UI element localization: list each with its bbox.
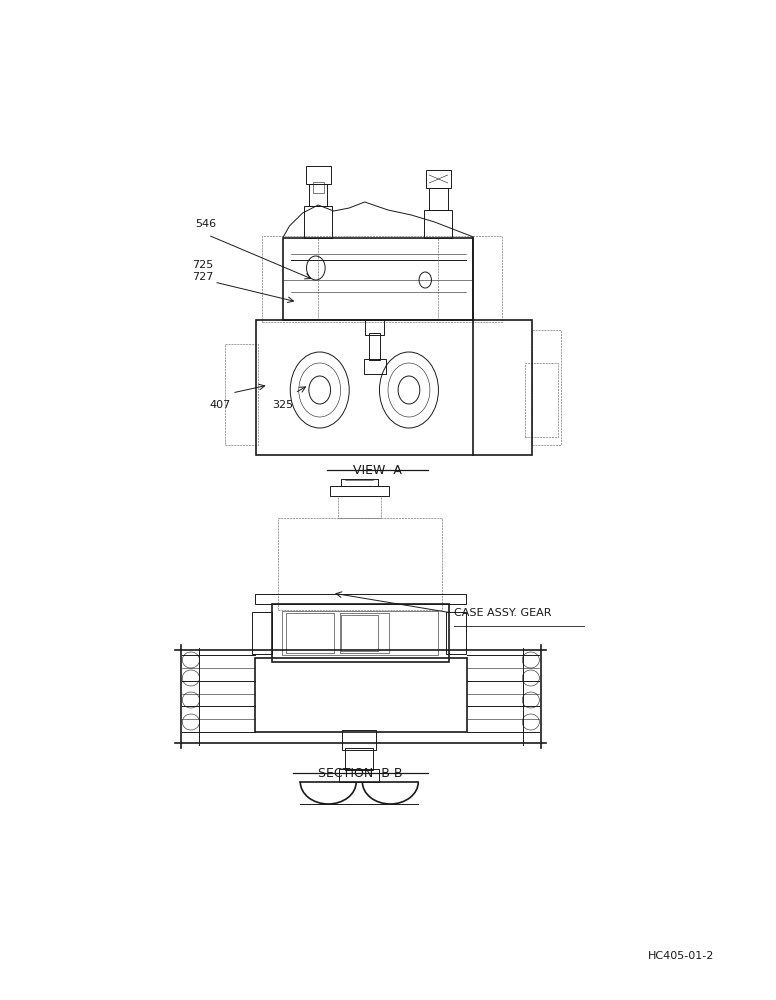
Bar (304, 206, 332, 238)
Bar (338, 496, 381, 518)
Bar (340, 613, 389, 653)
Bar (446, 612, 466, 654)
Bar (255, 594, 466, 604)
Text: VIEW  A: VIEW A (354, 464, 402, 477)
Text: 725: 725 (192, 260, 213, 270)
Bar (345, 748, 373, 770)
Bar (286, 613, 334, 653)
Bar (525, 363, 558, 437)
Bar (364, 359, 386, 374)
Bar (313, 182, 324, 193)
Bar (262, 236, 502, 322)
Bar (283, 238, 473, 320)
Text: 727: 727 (192, 272, 213, 282)
Bar (365, 320, 384, 335)
Bar (424, 210, 452, 238)
Bar (256, 320, 532, 455)
Bar (426, 170, 451, 188)
Bar (272, 604, 449, 662)
Bar (532, 330, 561, 445)
Bar (339, 769, 379, 782)
Text: 325: 325 (272, 400, 294, 410)
Bar (369, 333, 380, 360)
Bar (278, 518, 442, 610)
Text: 546: 546 (196, 219, 217, 229)
Bar (225, 344, 258, 445)
Text: HC405-01-2: HC405-01-2 (648, 951, 715, 961)
Bar (341, 479, 378, 486)
Text: 407: 407 (210, 400, 231, 410)
Text: SECTION  B-B: SECTION B-B (318, 767, 402, 780)
Text: CASE ASSY. GEAR: CASE ASSY. GEAR (454, 608, 552, 618)
Bar (330, 486, 389, 496)
Bar (429, 188, 448, 210)
Bar (306, 166, 331, 184)
Bar (341, 615, 378, 651)
Bar (255, 658, 467, 732)
Bar (252, 612, 272, 654)
Bar (282, 611, 438, 655)
Bar (309, 184, 327, 206)
Bar (342, 730, 376, 750)
